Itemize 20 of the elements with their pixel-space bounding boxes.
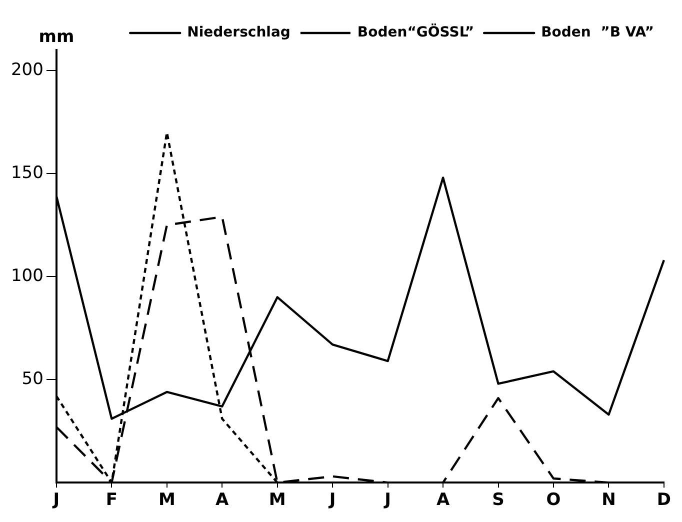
y-tick-label: 150 (10, 163, 44, 184)
y-tick-label: 200 (10, 60, 44, 80)
x-tick-label: A (436, 490, 450, 510)
x-tick-label: F (106, 490, 118, 510)
x-tick-label: N (602, 490, 616, 510)
y-tick-label: 100 (10, 266, 44, 286)
x-tick-label: D (656, 490, 672, 510)
x-tick-label: J (328, 490, 336, 510)
x-tick-label: M (268, 490, 286, 510)
legend-label: Boden“GÖSSL” (357, 24, 474, 41)
x-tick-label: J (52, 490, 60, 510)
legend-label: Niederschlag (187, 24, 290, 41)
y-axis-title: mm (38, 26, 74, 47)
x-tick-label: O (546, 490, 561, 510)
y-tick-label: 50 (22, 369, 44, 390)
x-tick-label: M (158, 490, 176, 510)
legend-label: Boden ”B VA” (541, 24, 654, 41)
x-tick-label: A (216, 490, 230, 510)
x-tick-label: S (492, 490, 504, 510)
x-tick-label: J (384, 490, 391, 510)
